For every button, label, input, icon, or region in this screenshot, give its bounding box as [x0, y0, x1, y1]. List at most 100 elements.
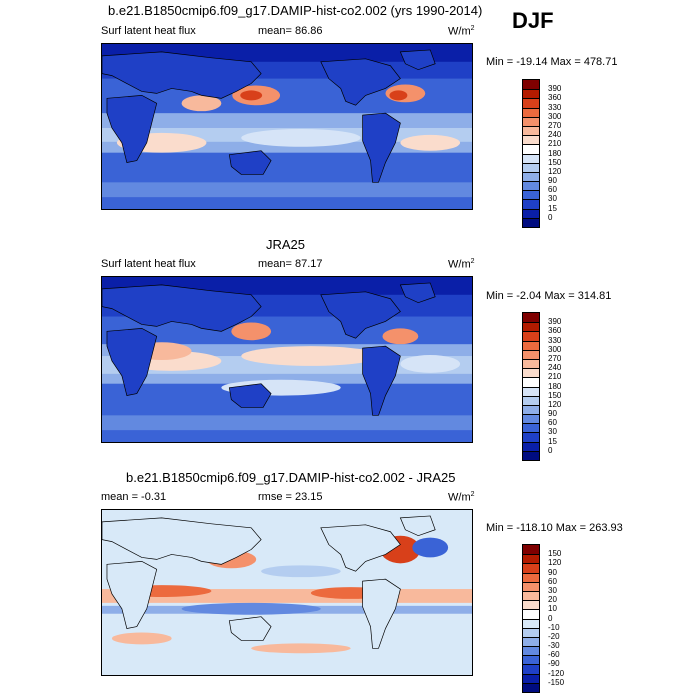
- panel3-colorbar: [522, 544, 540, 693]
- colorbar-swatch: [523, 116, 539, 126]
- colorbar-tick-label: 120: [548, 558, 562, 568]
- colorbar-swatch: [523, 377, 539, 387]
- colorbar-swatch: [523, 162, 539, 172]
- colorbar-swatch: [523, 322, 539, 332]
- colorbar-swatch: [523, 386, 539, 396]
- colorbar-swatch: [523, 423, 539, 433]
- colorbar-tick-label: 180: [548, 148, 562, 158]
- colorbar-swatch: [523, 682, 539, 692]
- colorbar-swatch: [523, 655, 539, 665]
- panel1-colorbar: [522, 79, 540, 228]
- colorbar-swatch: [523, 646, 539, 656]
- colorbar-swatch: [523, 572, 539, 582]
- colorbar-tick-label: 90: [548, 176, 557, 186]
- colorbar-tick-label: 0: [548, 445, 553, 455]
- panel2-title: JRA25: [266, 237, 306, 252]
- colorbar-tick-label: -10: [548, 622, 560, 632]
- panel2-variable-label: Surf latent heat flux: [101, 258, 196, 270]
- colorbar-tick-label: 360: [548, 93, 562, 103]
- colorbar-swatch: [523, 590, 539, 601]
- colorbar-tick-label: 60: [548, 418, 557, 428]
- colorbar-tick-label: 30: [548, 427, 557, 437]
- colorbar-swatch: [523, 80, 539, 90]
- colorbar-tick-label: 120: [548, 399, 562, 409]
- panel3-minmax: Min = -118.10 Max = 263.93: [486, 522, 623, 534]
- colorbar-swatch: [523, 340, 539, 350]
- colorbar-swatch: [523, 581, 539, 591]
- colorbar-swatch: [523, 600, 539, 610]
- colorbar-swatch: [523, 450, 539, 460]
- colorbar-swatch: [523, 98, 539, 108]
- colorbar-tick-label: 300: [548, 344, 562, 354]
- panel1-variable-label: Surf latent heat flux: [101, 25, 196, 37]
- colorbar-tick-label: 390: [548, 84, 562, 94]
- colorbar-tick-label: -90: [548, 659, 560, 669]
- colorbar-tick-label: 15: [548, 203, 557, 213]
- colorbar-tick-label: 240: [548, 130, 562, 140]
- colorbar-swatch: [523, 208, 539, 218]
- panel1-minmax: Min = -19.14 Max = 478.71: [486, 56, 618, 68]
- colorbar-tick-label: 30: [548, 194, 557, 204]
- colorbar-swatch: [523, 125, 539, 136]
- colorbar-swatch: [523, 181, 539, 191]
- colorbar-tick-label: 360: [548, 326, 562, 336]
- colorbar-swatch: [523, 199, 539, 209]
- colorbar-tick-label: -60: [548, 650, 560, 660]
- colorbar-tick-label: 0: [548, 212, 553, 222]
- season-label: DJF: [512, 8, 554, 33]
- colorbar-swatch: [523, 545, 539, 555]
- colorbar-swatch: [523, 144, 539, 154]
- colorbar-swatch: [523, 135, 539, 145]
- colorbar-swatch: [523, 349, 539, 359]
- colorbar-tick-label: 30: [548, 585, 557, 595]
- colorbar-tick-label: -20: [548, 631, 560, 641]
- colorbar-swatch: [523, 404, 539, 415]
- colorbar-swatch: [523, 441, 539, 451]
- panel2-colorbar: [522, 312, 540, 461]
- colorbar-tick-label: 330: [548, 335, 562, 345]
- colorbar-tick-label: 60: [548, 576, 557, 586]
- panel2-minmax: Min = -2.04 Max = 314.81: [486, 290, 612, 302]
- colorbar-tick-label: 210: [548, 372, 562, 382]
- colorbar-swatch: [523, 673, 539, 683]
- colorbar-swatch: [523, 153, 539, 163]
- colorbar-tick-label: 10: [548, 604, 557, 614]
- colorbar-tick-label: 150: [548, 390, 562, 400]
- colorbar-tick-label: 150: [548, 157, 562, 167]
- colorbar-swatch: [523, 358, 539, 369]
- colorbar-tick-label: 390: [548, 317, 562, 327]
- colorbar-tick-label: -120: [548, 668, 565, 678]
- colorbar-tick-label: 180: [548, 381, 562, 391]
- colorbar-tick-label: 0: [548, 613, 553, 623]
- colorbar-swatch: [523, 217, 539, 227]
- colorbar-swatch: [523, 554, 539, 564]
- colorbar-swatch: [523, 664, 539, 674]
- colorbar-tick-label: -30: [548, 641, 560, 651]
- colorbar-swatch: [523, 563, 539, 573]
- panel2-map: [101, 276, 473, 443]
- colorbar-swatch: [523, 171, 539, 182]
- colorbar-tick-label: 150: [548, 549, 562, 559]
- colorbar-tick-label: 90: [548, 567, 557, 577]
- panel2-units: W/m2: [448, 258, 475, 271]
- colorbar-tick-label: 270: [548, 353, 562, 363]
- colorbar-swatch: [523, 331, 539, 341]
- colorbar-tick-label: 120: [548, 166, 562, 176]
- panel3-map: [101, 509, 473, 676]
- panel1-map: [101, 43, 473, 210]
- colorbar-swatch: [523, 414, 539, 424]
- colorbar-swatch: [523, 89, 539, 99]
- colorbar-tick-label: 15: [548, 436, 557, 446]
- colorbar-swatch: [523, 395, 539, 405]
- panel1-units: W/m2: [448, 25, 475, 38]
- colorbar-swatch: [523, 609, 539, 619]
- panel3-units: W/m2: [448, 491, 475, 504]
- panel2-mean-label: mean= 87.17: [258, 258, 323, 270]
- panel3-rmse-label: rmse = 23.15: [258, 491, 323, 503]
- colorbar-tick-label: 270: [548, 120, 562, 130]
- colorbar-tick-label: 60: [548, 185, 557, 195]
- colorbar-tick-label: -150: [548, 677, 565, 687]
- colorbar-swatch: [523, 618, 539, 628]
- colorbar-swatch: [523, 627, 539, 637]
- colorbar-swatch: [523, 368, 539, 378]
